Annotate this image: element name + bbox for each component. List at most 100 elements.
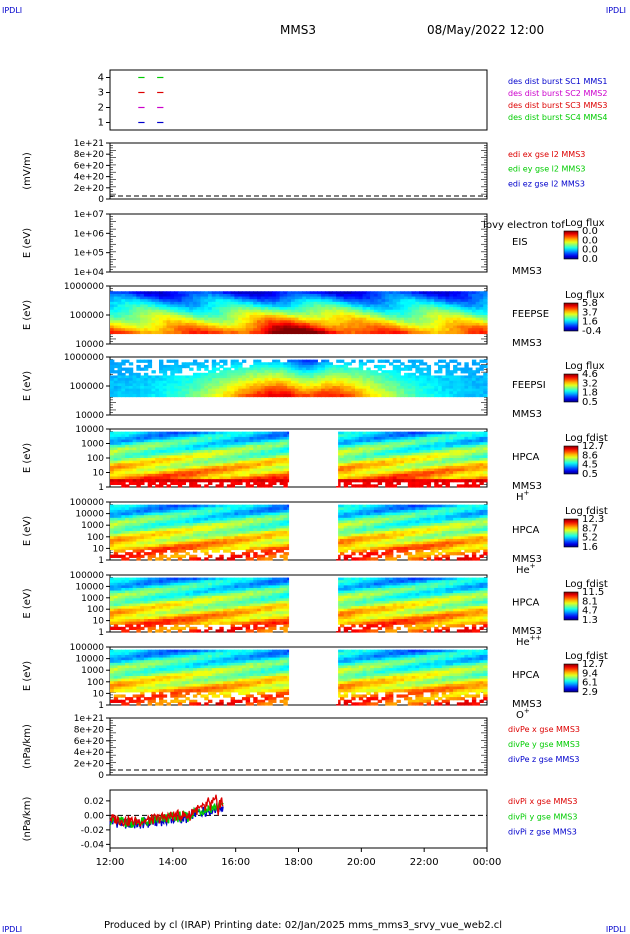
- spectrogram-cell: [302, 372, 307, 377]
- spectrogram-cell: [181, 304, 186, 308]
- spectrogram-cell: [370, 460, 375, 464]
- spectrogram-cell: [238, 378, 243, 382]
- spectrogram-cell: [290, 391, 296, 395]
- spectrogram-cell: [377, 312, 383, 316]
- spectrogram-cell: [445, 380, 450, 384]
- spectrogram-cell: [290, 393, 296, 398]
- spectrogram-cell: [238, 322, 243, 327]
- spectrogram-cell: [121, 434, 126, 438]
- spectrogram-cell: [479, 473, 484, 478]
- spectrogram-cell: [174, 309, 179, 313]
- spectrogram-cell: [268, 299, 273, 303]
- spectrogram-cell: [377, 359, 383, 363]
- spectrogram-cell: [422, 465, 428, 470]
- spectrogram-cell: [445, 375, 450, 379]
- spectrogram-cell: [113, 304, 119, 308]
- spectrogram-cell: [434, 388, 439, 392]
- spectrogram-cell: [253, 328, 258, 332]
- spectrogram-cell: [419, 299, 424, 303]
- spectrogram-cell: [245, 476, 251, 480]
- spectrogram-cell: [456, 315, 462, 319]
- spectrogram-cell: [400, 362, 405, 366]
- spectrogram-cell: [370, 370, 375, 374]
- spectrogram-cell: [143, 315, 149, 319]
- spectrogram-cell: [298, 301, 303, 306]
- spectrogram-cell: [181, 393, 186, 398]
- spectrogram-cell: [143, 328, 149, 332]
- spectrogram-cell: [223, 293, 228, 298]
- spectrogram-cell: [170, 322, 175, 327]
- spectrogram-cell: [275, 301, 281, 306]
- spectrogram-cell: [404, 378, 409, 382]
- spectrogram-cell: [339, 386, 345, 390]
- spectrogram-cell: [128, 296, 134, 300]
- spectrogram-cell: [411, 307, 416, 311]
- spectrogram-cell: [437, 393, 443, 398]
- spectrogram-cell: [159, 322, 164, 327]
- species-label: H+: [516, 489, 530, 503]
- spectrogram-cell: [388, 378, 394, 382]
- spectrogram-cell: [140, 460, 145, 464]
- panel-frame-availability: [109, 69, 488, 131]
- spectrogram-cell: [453, 330, 458, 335]
- spectrogram-cell: [430, 468, 435, 472]
- spectrogram-cell: [392, 325, 398, 329]
- spectrogram-cell: [226, 383, 232, 387]
- spectrogram-cell: [253, 431, 258, 435]
- spectrogram-cell: [464, 383, 469, 387]
- spectrogram-cell: [260, 431, 266, 435]
- spectrogram-cell: [204, 291, 209, 295]
- species-label: He+: [516, 562, 536, 576]
- spectrogram-cell: [166, 388, 171, 392]
- spectrogram-cell: [192, 322, 198, 327]
- spectrogram-cell: [241, 328, 247, 332]
- spectrogram-cell: [204, 431, 209, 435]
- spectrogram-cell: [373, 309, 379, 313]
- spectrogram-cell: [475, 367, 481, 371]
- spectrogram-cell: [189, 380, 194, 384]
- spectrogram-cell: [464, 322, 469, 327]
- spectrogram-cell: [370, 479, 375, 483]
- spectrogram-cell: [294, 328, 300, 332]
- spectrogram-cell: [483, 328, 488, 332]
- spectrogram-cell: [434, 386, 439, 390]
- spectrogram-cell: [121, 391, 126, 395]
- spectrogram-cell: [430, 458, 435, 462]
- spectrogram-cell: [200, 444, 205, 449]
- spectrogram-cell: [358, 439, 364, 443]
- spectrogram-cell: [208, 458, 213, 462]
- spectrogram-cell: [370, 380, 375, 384]
- spectrogram-cell: [381, 452, 386, 456]
- spectrogram-cell: [422, 378, 428, 382]
- spectrogram-cell: [143, 455, 149, 459]
- spectrogram-cell: [483, 442, 488, 446]
- spectrogram-cell: [136, 447, 141, 451]
- spectrogram-cell: [113, 293, 119, 298]
- spectrogram-cell: [419, 473, 424, 478]
- spectrogram-cell: [211, 293, 217, 298]
- spectrogram-cell: [290, 328, 296, 332]
- spectrogram-cell: [249, 458, 254, 462]
- spectrogram-cell: [347, 380, 352, 384]
- spectrogram-cell: [253, 315, 258, 319]
- spectrogram-cell: [317, 330, 322, 335]
- spectrogram-cell: [162, 393, 168, 398]
- spectrogram-cell: [147, 458, 153, 462]
- spectrogram-cell: [453, 328, 458, 332]
- spectrogram-cell: [290, 315, 296, 319]
- spectrogram-cell: [468, 301, 473, 306]
- y-tick-label: 4e+20: [74, 173, 105, 183]
- spectrogram-cell: [287, 330, 292, 335]
- spectrogram-cell: [113, 388, 119, 392]
- spectrogram-cell: [253, 296, 258, 300]
- spectrogram-cell: [456, 391, 462, 395]
- spectrogram-cell: [196, 452, 202, 456]
- spectrogram-cell: [437, 468, 443, 472]
- y-axis-label: (mV/m): [22, 152, 33, 190]
- spectrogram-cell: [140, 434, 145, 438]
- spectrogram-cell: [249, 380, 254, 384]
- spectrogram-cell: [411, 455, 416, 459]
- spectrogram-cell: [279, 388, 285, 392]
- spectrogram-cell: [140, 320, 145, 324]
- spectrogram-cell: [174, 391, 179, 395]
